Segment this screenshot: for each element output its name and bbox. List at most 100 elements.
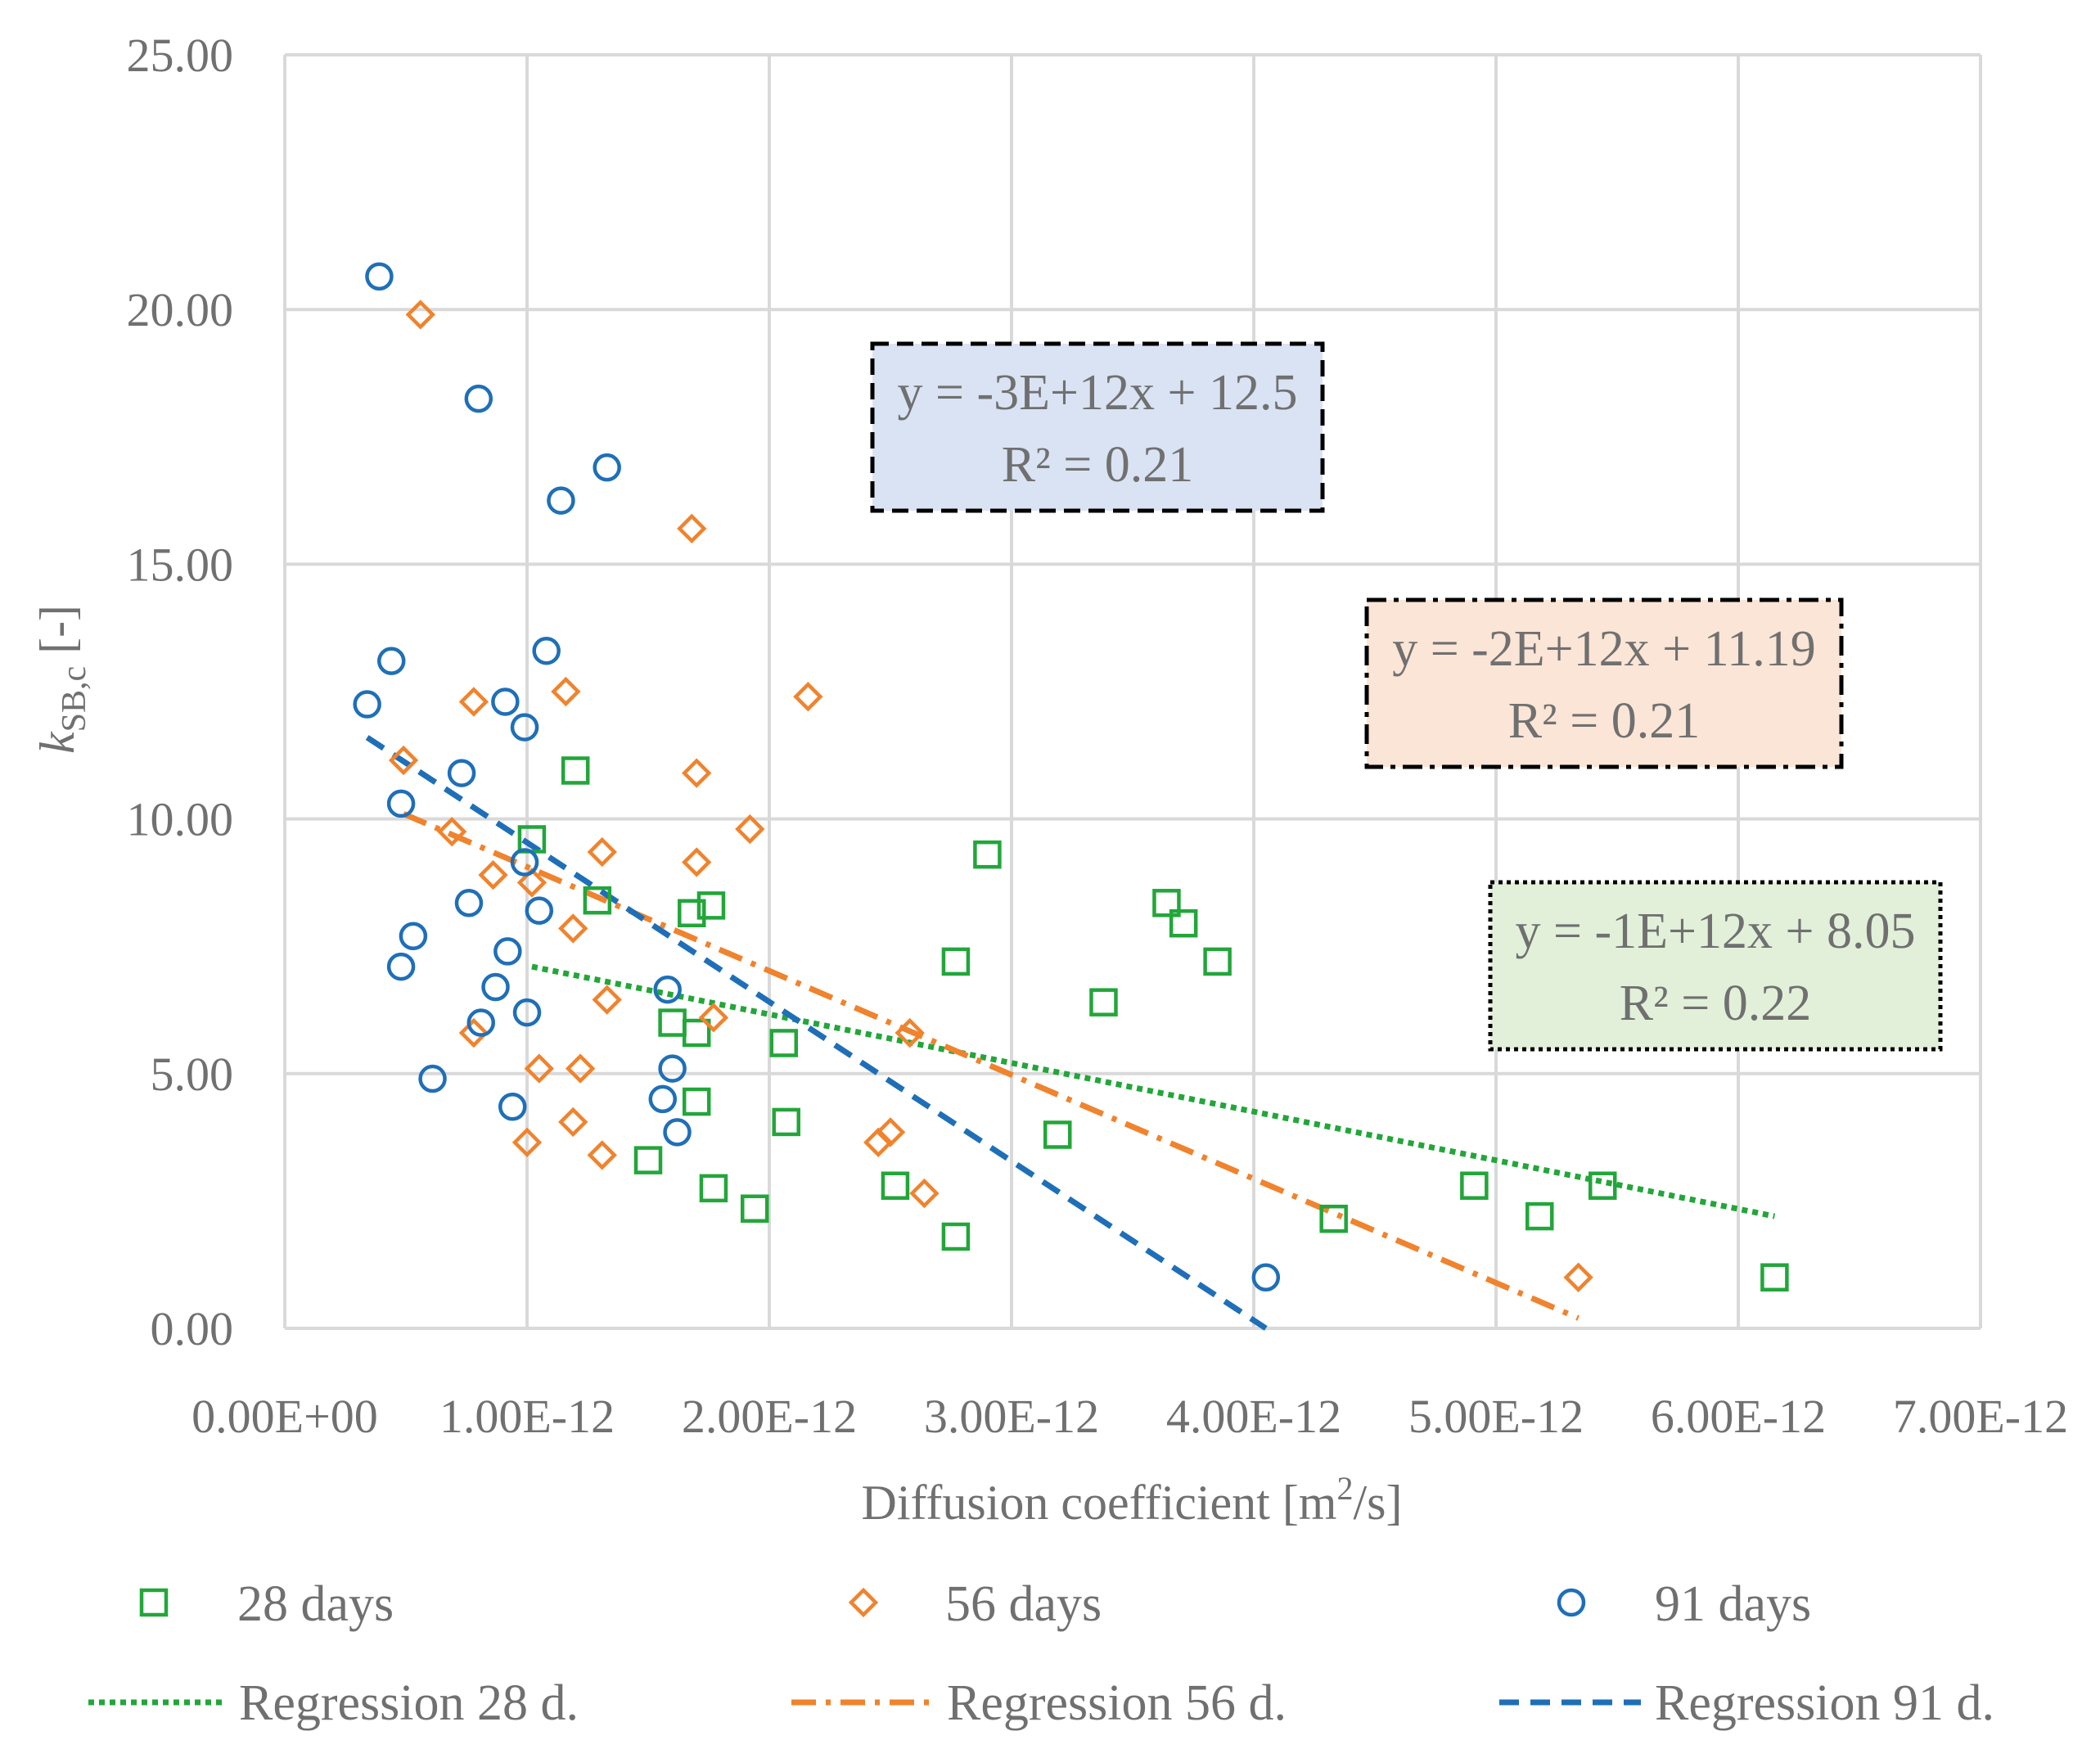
equation-boxes: y = -1E+12x + 8.05 R² = 0.22 y = -2E+12x +… (870, 341, 1943, 1052)
y-tick-label: 5.00 (151, 1048, 234, 1101)
data-point-square (682, 1018, 711, 1048)
data-point-square (1760, 1263, 1789, 1292)
data-point-circle (510, 848, 539, 877)
data-point-circle (525, 896, 554, 925)
data-point-square (769, 1029, 799, 1057)
data-point-square (682, 1087, 711, 1116)
equation-text: y = -2E+12x + 11.19 (1392, 621, 1816, 677)
data-point-circle (512, 998, 542, 1027)
data-point-circle (532, 636, 561, 665)
data-point-square (699, 1174, 728, 1203)
legend-item-regression: Regression 56 d. (791, 1675, 1287, 1731)
y-tick-label: 25.00 (127, 29, 234, 82)
data-point-diamond (551, 676, 581, 707)
data-point-circle (491, 687, 520, 716)
y-axis-ticks: 0.00 5.00 10.00 15.00 20.00 25.00 (127, 29, 234, 1355)
data-point-diamond (558, 913, 588, 944)
data-point-square (1152, 889, 1181, 917)
regression-line (402, 811, 1580, 1321)
data-point-circle (418, 1064, 447, 1093)
x-tick-label: 7.00E-12 (1893, 1390, 2068, 1443)
data-point-diamond (437, 816, 467, 847)
equation-text: y = -3E+12x + 12.5 (898, 365, 1298, 421)
y-tick-label: 20.00 (127, 283, 234, 336)
data-point-square (1319, 1204, 1348, 1233)
x-axis-title: Diffusion coefficient [m2/s] (862, 1470, 1403, 1530)
legend-item-regression: Regression 91 d. (1499, 1675, 1994, 1731)
legend-marker-diamond (848, 1587, 879, 1618)
equation-box-frame (1488, 880, 1943, 1052)
x-axis-ticks: 0.00E+00 1.00E-12 2.00E-12 3.00E-12 4.00E-12… (192, 1390, 2068, 1443)
legend-label: 91 days (1655, 1576, 1811, 1632)
data-point-square (561, 756, 590, 785)
data-point-circle (365, 262, 394, 291)
data-point-square (658, 1008, 687, 1037)
legend-item-square: 28 days (139, 1576, 394, 1632)
data-point-square (1043, 1120, 1072, 1149)
data-point-circle (481, 972, 510, 1002)
data-point-square (772, 1107, 800, 1137)
data-point-circle (493, 937, 522, 966)
data-point-circle (454, 889, 484, 917)
data-point-circle (498, 1093, 527, 1121)
data-point-circle (648, 1084, 678, 1114)
data-point-diamond (909, 1178, 940, 1209)
data-point-diamond (524, 1053, 554, 1084)
legend-label: 28 days (237, 1576, 394, 1632)
data-point-circle (386, 952, 416, 981)
data-point-diamond (405, 300, 435, 330)
legend-label: Regression 91 d. (1655, 1675, 1994, 1731)
x-tick-label: 2.00E-12 (682, 1390, 857, 1443)
data-point-square (973, 840, 1002, 869)
data-point-circle (653, 975, 682, 1004)
data-point-diamond (587, 836, 617, 868)
data-point-circle (447, 759, 476, 787)
x-tick-label: 4.00E-12 (1166, 1390, 1341, 1443)
y-tick-label: 0.00 (151, 1302, 234, 1355)
data-point-circle (547, 486, 575, 515)
data-point-circle (376, 647, 406, 675)
data-point-square (1588, 1171, 1617, 1200)
data-point-circle (658, 1054, 687, 1083)
data-point-square (696, 891, 726, 920)
data-point-square (1203, 947, 1232, 976)
data-point-square (1169, 908, 1198, 938)
data-point-square (678, 899, 706, 927)
legend-label: Regression 56 d. (947, 1675, 1287, 1731)
r-squared-text: R² = 0.21 (1002, 437, 1193, 493)
equation-text: y = -1E+12x + 8.05 (1516, 904, 1916, 959)
data-point-diamond (682, 758, 712, 788)
equation-box: y = -1E+12x + 8.05 R² = 0.22 (1488, 880, 1943, 1052)
data-point-square (740, 1194, 769, 1223)
y-tick-label: 15.00 (127, 538, 234, 591)
data-point-diamond (565, 1053, 596, 1084)
data-point-circle (464, 384, 493, 413)
data-point-diamond (516, 868, 548, 898)
x-tick-label: 5.00E-12 (1408, 1390, 1584, 1443)
regression-lines (365, 735, 1776, 1331)
y-tick-label: 10.00 (127, 793, 234, 846)
legend: 28 days 56 days 91 days Regression 28 d. Reg… (88, 1576, 1994, 1731)
legend-item-circle: 91 days (1557, 1576, 1811, 1632)
data-point-circle (353, 690, 381, 719)
legend-marker-circle (1557, 1588, 1586, 1617)
equation-box-frame (870, 341, 1325, 513)
data-point-diamond (587, 1140, 617, 1170)
data-point-square (1089, 988, 1118, 1016)
data-points (353, 262, 1789, 1292)
data-point-square (633, 1146, 663, 1174)
r-squared-text: R² = 0.21 (1508, 693, 1700, 749)
r-squared-text: R² = 0.22 (1620, 976, 1811, 1031)
data-point-diamond (592, 985, 622, 1015)
equation-box: y = -3E+12x + 12.5 R² = 0.21 (870, 341, 1325, 513)
legend-label: Regression 28 d. (239, 1675, 579, 1731)
data-point-circle (1251, 1263, 1281, 1292)
data-point-diamond (895, 1017, 925, 1048)
data-point-diamond (458, 1017, 489, 1048)
data-point-diamond (1563, 1262, 1593, 1292)
data-point-diamond (793, 682, 823, 712)
data-point-circle (510, 713, 539, 742)
legend-item-regression: Regression 28 d. (88, 1675, 579, 1731)
data-point-square (583, 886, 612, 915)
